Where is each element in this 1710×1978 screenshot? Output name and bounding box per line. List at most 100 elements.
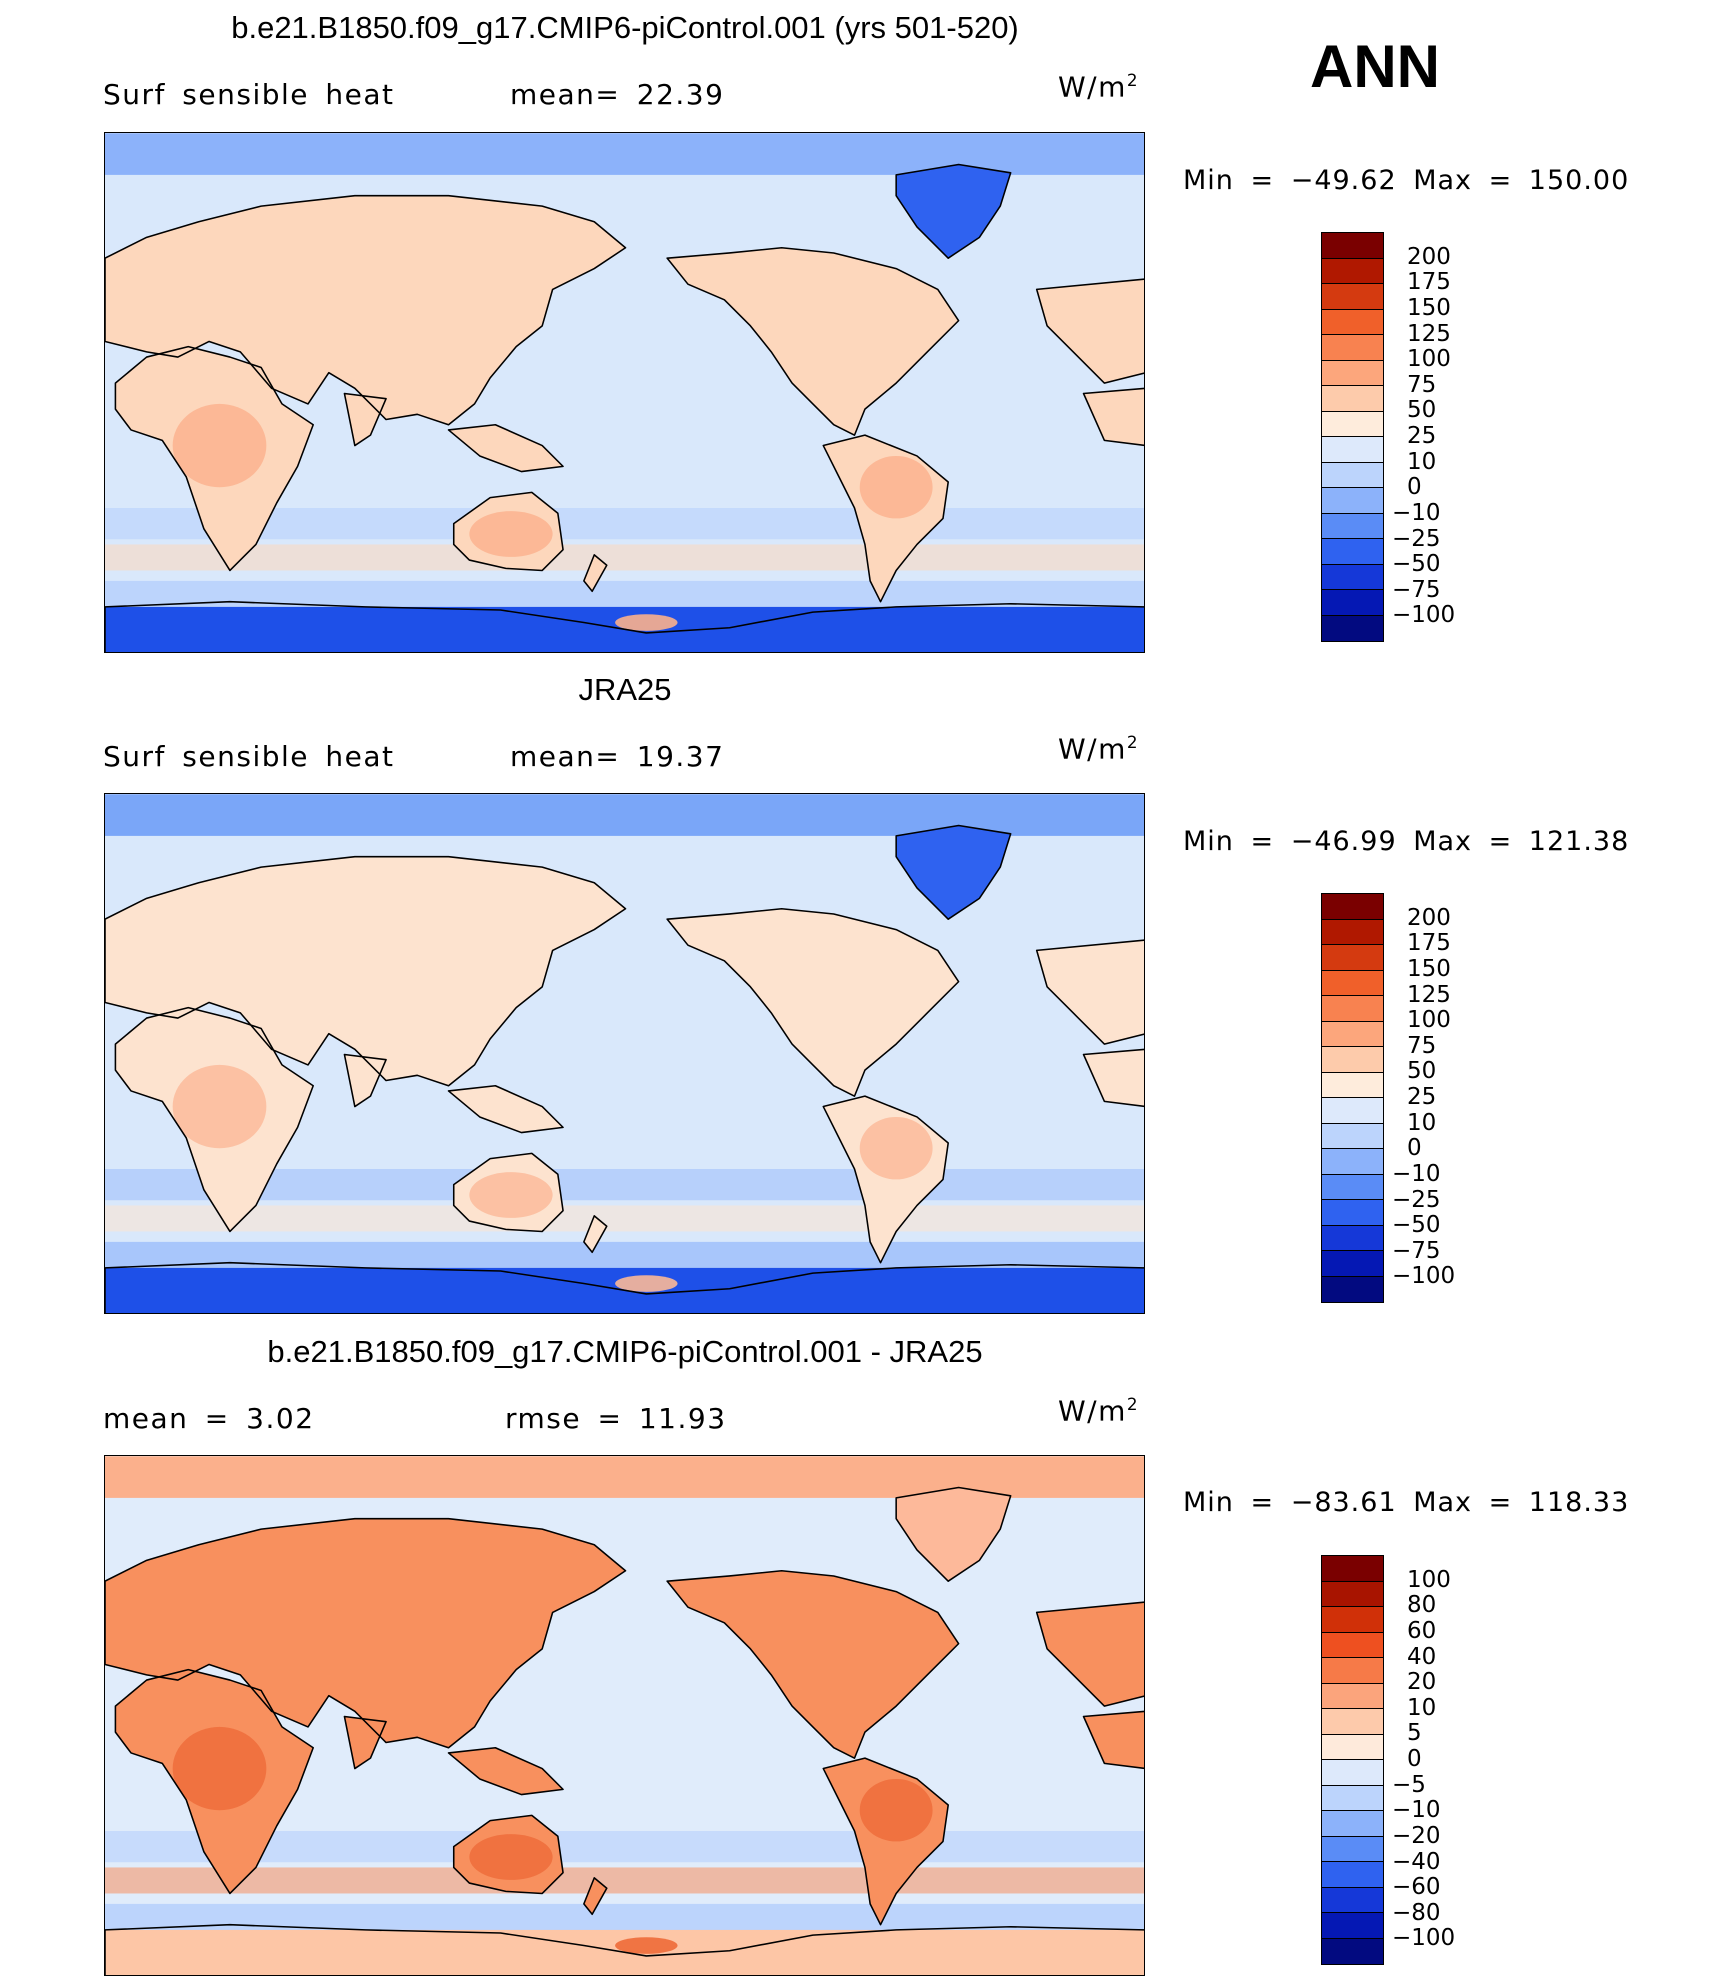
colorbar-tick-label: −40	[1392, 1848, 1441, 1875]
coastline-australia	[452, 491, 564, 572]
panel-minmax: Min = −49.62 Max = 150.00	[1183, 165, 1630, 196]
colorbar-tick-label: 100	[1407, 1007, 1451, 1034]
colorbar-segment	[1322, 462, 1383, 488]
colorbar-segment	[1322, 1658, 1383, 1684]
coastline-namerica	[666, 907, 960, 1097]
land-fill-africa_w	[1083, 1049, 1144, 1107]
colorbar-diff	[1321, 1555, 1384, 1965]
colorbar-segment	[1322, 1760, 1383, 1786]
colorbar-tick-label: 10	[1407, 1694, 1437, 1721]
colorbar-tick-label: 100	[1407, 346, 1451, 373]
colorbar-segment	[1322, 590, 1383, 616]
land-fill-namerica	[667, 908, 959, 1097]
colorbar-tick-label: −50	[1392, 551, 1441, 578]
southern-ocean-band	[105, 508, 1144, 540]
colorbar-segment	[1322, 309, 1383, 335]
coastline-antarctica	[105, 600, 1144, 652]
coastline-africa	[114, 1006, 314, 1233]
land-fill-europe_w	[1036, 940, 1144, 1045]
colorbar-segment	[1322, 996, 1383, 1022]
map-panel-obs	[104, 793, 1145, 1314]
colorbar-tick-label: −20	[1392, 1822, 1441, 1849]
southern-ocean-band	[105, 580, 1144, 613]
colorbar-tick-label: 75	[1407, 1032, 1437, 1059]
map-panel-diff	[104, 1455, 1145, 1976]
hot-spot	[469, 1834, 553, 1880]
land-fill-nz	[583, 1215, 607, 1253]
panel-variable-label: Surf sensible heat	[103, 740, 395, 773]
colorbar-tick-label: 50	[1407, 397, 1437, 424]
colorbar-segment	[1322, 1862, 1383, 1888]
world-map-diff	[105, 1456, 1144, 1975]
colorbar-segment	[1322, 1734, 1383, 1760]
colorbar-tick-label: 50	[1407, 1058, 1437, 1085]
land-fill-eurasia	[105, 195, 626, 425]
colorbar-tick-label: 80	[1407, 1592, 1437, 1619]
colorbar-segment	[1322, 1836, 1383, 1862]
coastline-seasia	[447, 1746, 564, 1796]
colorbar-segment	[1322, 488, 1383, 514]
colorbar-segment	[1322, 233, 1383, 259]
panel-mean-value: mean= 19.37	[510, 740, 725, 773]
southern-ocean-band-warm	[105, 1867, 1144, 1894]
colorbar-tick-label: −100	[1392, 1263, 1456, 1290]
coastline-greenland	[895, 824, 1012, 920]
land-fill-europe_w	[1036, 279, 1144, 384]
colorbar-segment	[1322, 335, 1383, 361]
colorbar-tick-label: 10	[1407, 1109, 1437, 1136]
colorbar-segment	[1322, 615, 1383, 641]
colorbar-segment	[1322, 1581, 1383, 1607]
colorbar-segment	[1322, 1225, 1383, 1251]
colorbar-segment	[1322, 1021, 1383, 1047]
coastline-nz	[583, 554, 608, 593]
coastline-antarctica	[105, 1261, 1144, 1313]
coastline-europe_w	[1035, 939, 1144, 1045]
colorbar-model	[1321, 232, 1384, 642]
coastline-nz	[583, 1877, 608, 1916]
colorbar-tick-label: 0	[1407, 474, 1422, 501]
colorbar-tick-label: 5	[1407, 1720, 1422, 1747]
colorbar-labels-diff: 100 80 60 40 20 10 5 0 −5 −10 −20 −40 −60 −80 −100	[1392, 1555, 1512, 1965]
colorbar-segment	[1322, 1276, 1383, 1302]
panel-title-diff: b.e21.B1850.f09_g17.CMIP6-piControl.001 …	[267, 1334, 983, 1369]
coastline-antarctica	[105, 1923, 1144, 1975]
southern-ocean-band	[105, 1169, 1144, 1201]
colorbar-tick-label: −25	[1392, 525, 1441, 552]
panel-units: W/m2	[1058, 732, 1140, 766]
coastline-namerica	[666, 1569, 960, 1759]
land-fill-seasia	[448, 424, 564, 472]
land-fill-eurasia	[105, 856, 626, 1086]
colorbar-tick-label: 125	[1407, 320, 1451, 347]
colorbar-segment	[1322, 1556, 1383, 1582]
colorbar-segment	[1322, 1251, 1383, 1277]
land-fill-seasia	[448, 1747, 564, 1795]
colorbar-segment	[1322, 437, 1383, 463]
colorbar-segment	[1322, 539, 1383, 565]
coastline-samerica	[822, 1757, 949, 1926]
season-label: ANN	[1310, 33, 1440, 100]
coastline-africa	[114, 345, 314, 572]
hot-spot	[859, 1116, 933, 1180]
colorbar-tick-label: −75	[1392, 576, 1441, 603]
colorbar-tick-label: 175	[1407, 269, 1451, 296]
land-fill-africa_w	[1083, 1711, 1144, 1769]
colorbar-tick-label: 60	[1407, 1617, 1437, 1644]
colorbar-tick-label: −75	[1392, 1237, 1441, 1264]
colorbar-segment	[1322, 360, 1383, 386]
land-fill-eurasia	[105, 1518, 626, 1748]
panel-units: W/m2	[1058, 1394, 1140, 1428]
hot-spot	[469, 511, 553, 557]
colorbar-tick-label: 25	[1407, 423, 1437, 449]
coastline-africa_w	[1082, 387, 1144, 447]
coastline-australia	[452, 1814, 564, 1895]
colorbar-tick-label: 0	[1407, 1135, 1422, 1162]
colorbar-tick-label: −100	[1392, 602, 1456, 629]
coastline-africa_w	[1082, 1048, 1144, 1108]
colorbar-segment	[1322, 1887, 1383, 1913]
colorbar-segment	[1322, 1683, 1383, 1709]
colorbar-segment	[1322, 945, 1383, 971]
panel-title-obs: JRA25	[578, 672, 672, 707]
southern-ocean-band-warm	[105, 1205, 1144, 1232]
panel-minmax: Min = −83.61 Max = 118.33	[1183, 1487, 1630, 1518]
coastline-africa_w	[1082, 1710, 1144, 1770]
